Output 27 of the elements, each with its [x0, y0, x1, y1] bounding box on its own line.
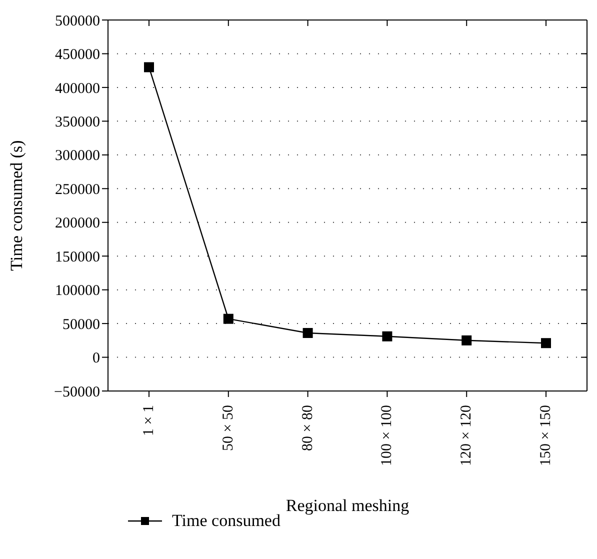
y-tick-label: 250000 — [55, 182, 100, 198]
y-tick-label: 0 — [92, 350, 100, 367]
y-tick-label: 400000 — [55, 80, 100, 97]
y-axis-title: Time consumed (s) — [7, 140, 26, 271]
y-tick-label: 150000 — [55, 249, 100, 266]
point — [382, 331, 392, 342]
point — [223, 314, 234, 324]
x-tick-label: 1 × 1 — [141, 405, 157, 436]
x-tick-label: 150 × 150 — [538, 405, 554, 466]
y-tick-label: 200000 — [55, 216, 100, 232]
x-tick-label: 120 × 120 — [458, 405, 475, 466]
x-tick-label: 50 × 50 — [220, 405, 236, 451]
y-tick-label: 350000 — [55, 114, 100, 131]
y-tick-label: −50000 — [54, 384, 100, 400]
point — [462, 335, 472, 346]
point — [541, 338, 551, 348]
x-axis-title: Regional meshing — [286, 496, 410, 515]
y-tick-label: 500000 — [55, 13, 100, 30]
x-tick-label: 80 × 80 — [300, 405, 316, 451]
y-tick-label: 300000 — [55, 148, 100, 164]
point — [302, 328, 313, 338]
legend-label: Time consumed — [172, 511, 280, 531]
point — [144, 62, 154, 72]
y-tick-label: 50000 — [62, 316, 100, 333]
y-tick-label: 100000 — [55, 283, 100, 300]
y-tick-label: 450000 — [55, 47, 100, 64]
x-tick-label: 100 × 100 — [379, 405, 396, 466]
